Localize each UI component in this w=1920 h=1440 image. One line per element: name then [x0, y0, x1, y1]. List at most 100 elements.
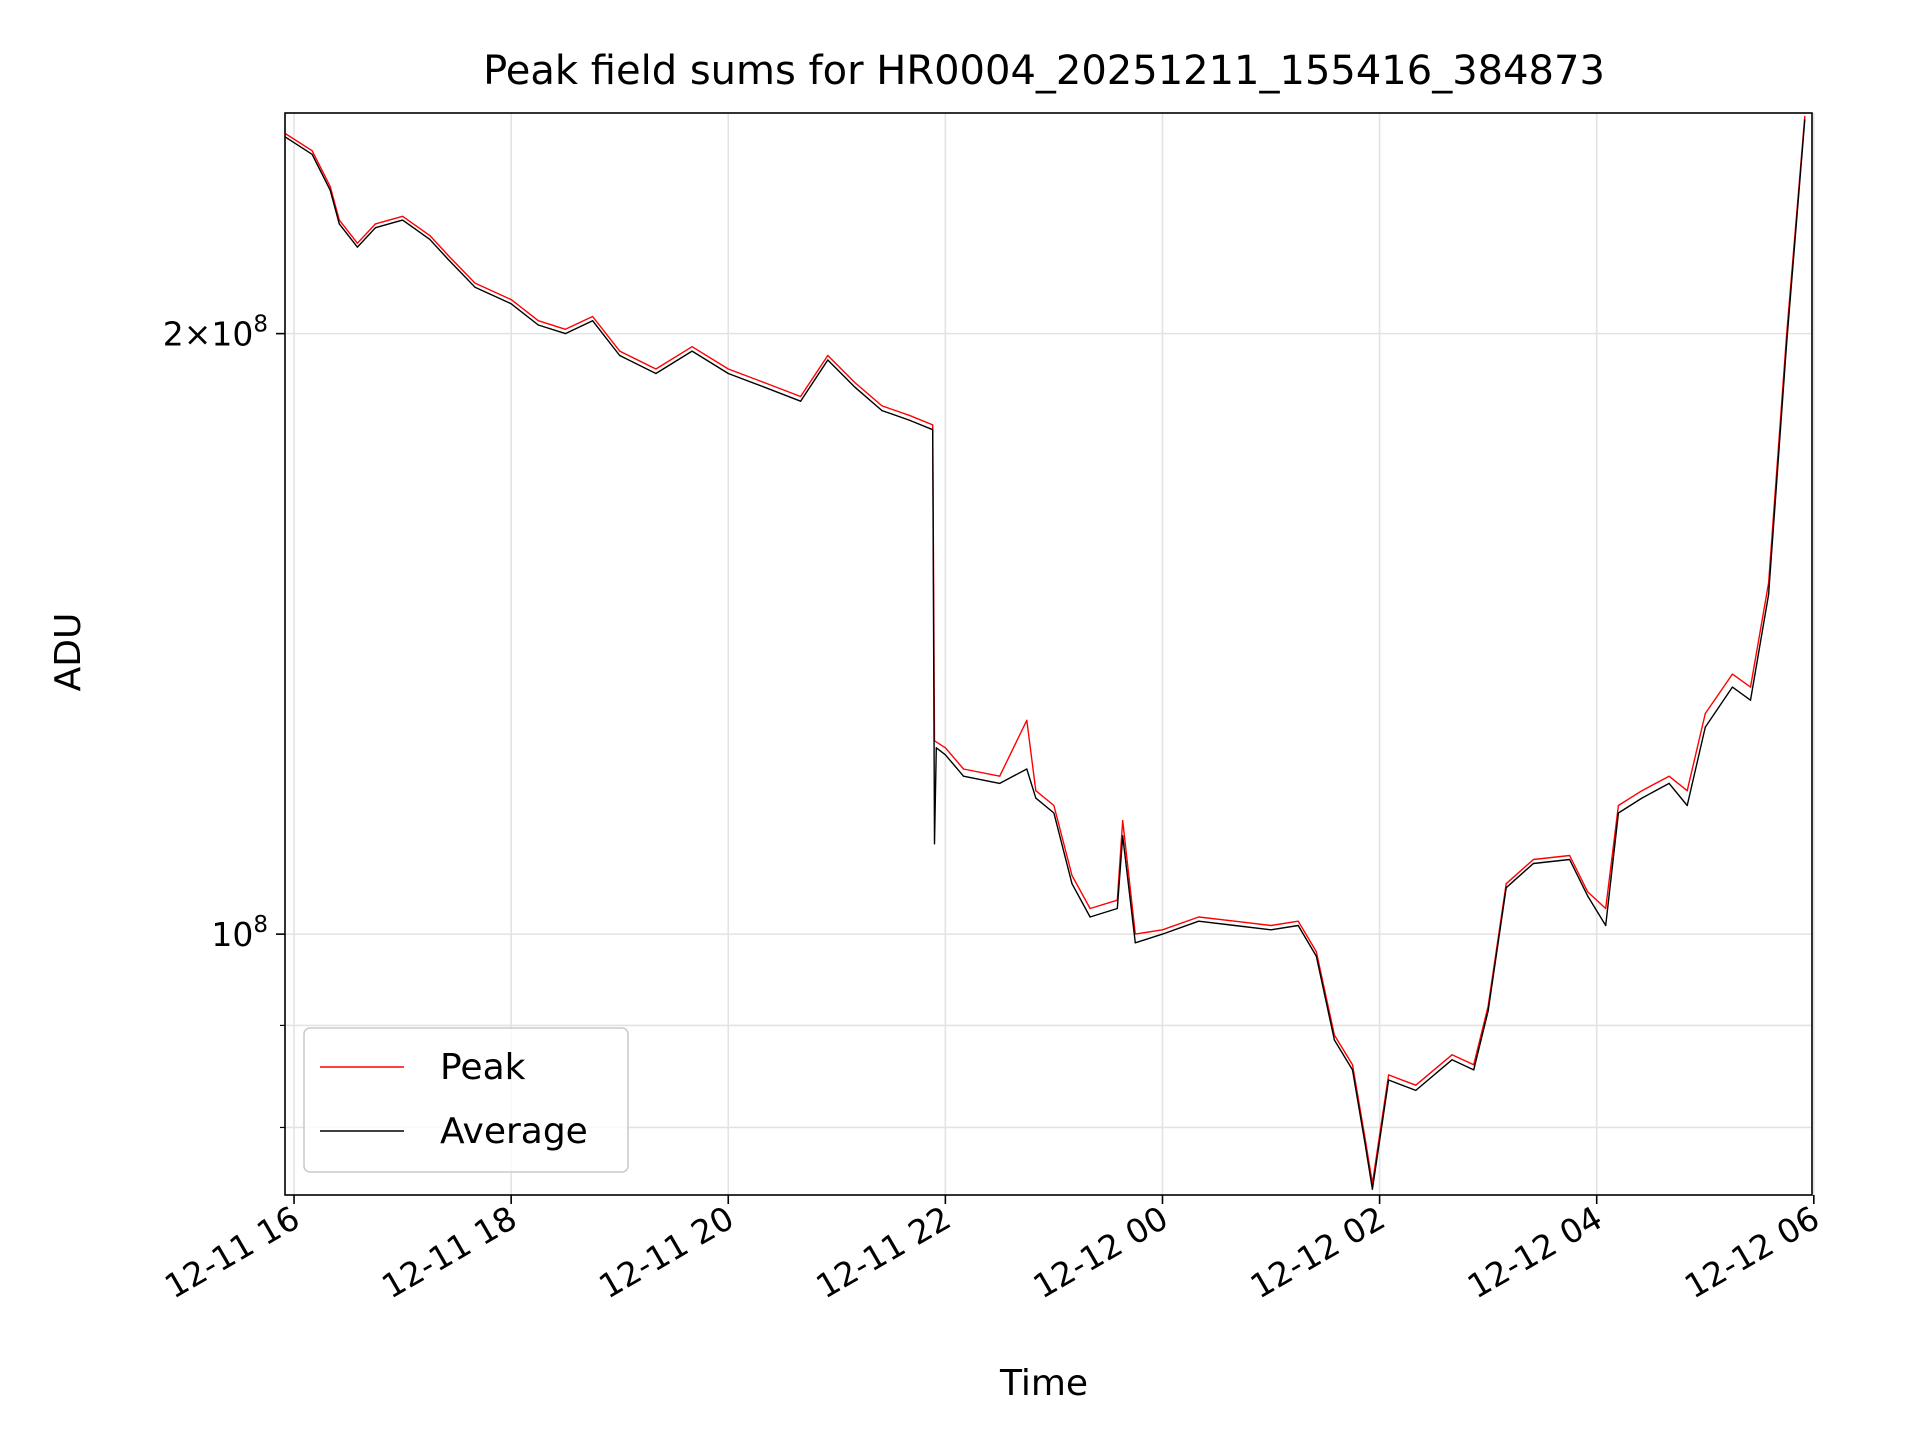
series-layer [285, 115, 1806, 1190]
data-point-average [1415, 1089, 1417, 1091]
data-point-peak [1161, 929, 1164, 931]
data-point-average [1315, 955, 1317, 957]
series-line-average [285, 119, 1806, 1190]
data-point-peak [1315, 951, 1317, 953]
data-point-average [1297, 924, 1299, 927]
legend-box [303, 1027, 629, 1173]
data-point-average [447, 258, 449, 260]
data-point-peak [1731, 673, 1733, 675]
data-point-average [1134, 942, 1136, 944]
x-axis-label: Time [999, 1363, 1088, 1404]
data-point-average [1768, 593, 1770, 596]
data-point-average [908, 419, 910, 421]
data-point-peak [655, 368, 657, 370]
data-point-average [474, 286, 476, 288]
data-point-peak [537, 320, 539, 322]
data-point-average [338, 223, 340, 225]
data-point-peak [1587, 891, 1589, 893]
data-point-peak [1071, 874, 1073, 877]
data-point-average [1388, 1079, 1390, 1081]
data-point-peak [691, 346, 693, 348]
data-point-peak [402, 215, 404, 217]
data-point-peak [1749, 686, 1752, 688]
data-point-peak [908, 414, 910, 416]
y-axis-label: ADU [48, 613, 89, 692]
data-point-average [402, 219, 404, 221]
data-point-average [1351, 1069, 1354, 1071]
data-point-peak [1451, 1054, 1453, 1056]
data-point-average [1364, 1143, 1366, 1145]
data-point-peak [854, 382, 856, 384]
data-point-peak [1351, 1064, 1354, 1066]
y-tick-label: 2×108 [163, 312, 268, 354]
data-point-average [592, 320, 594, 322]
data-point-average [1270, 929, 1272, 931]
data-point-peak [429, 234, 431, 236]
data-point-peak [1668, 775, 1670, 777]
data-point-peak [1804, 115, 1806, 117]
data-point-average [1161, 933, 1164, 935]
data-point-average [619, 354, 621, 357]
data-point-average [962, 775, 965, 777]
data-point-peak [1388, 1074, 1390, 1076]
data-point-average [429, 238, 431, 240]
data-point-average [1668, 782, 1670, 785]
data-point-average [1641, 797, 1643, 799]
data-point-average [311, 153, 313, 155]
data-point-peak [592, 315, 594, 318]
data-point-peak [1297, 920, 1299, 922]
data-point-peak [1234, 920, 1236, 922]
data-point-peak [619, 350, 621, 352]
data-point-average [935, 747, 937, 749]
data-point-average [1605, 924, 1607, 927]
data-point-average [1587, 895, 1589, 897]
data-point-peak [932, 424, 934, 426]
data-point-peak [311, 150, 313, 152]
data-point-peak [1617, 804, 1619, 807]
chart-title: Peak field sums for HR0004_20251211_1554… [483, 48, 1605, 94]
data-point-average [800, 400, 802, 402]
data-point-peak [962, 768, 965, 770]
data-point-peak [827, 354, 829, 357]
data-point-average [933, 843, 936, 845]
data-point-average [691, 350, 693, 352]
data-point-average [329, 189, 331, 191]
data-point-peak [1053, 804, 1055, 807]
data-point-average [944, 754, 947, 756]
data-point-average [1505, 887, 1507, 889]
data-point-average [1333, 1039, 1335, 1041]
legend-label-average: Average [440, 1111, 588, 1152]
data-point-peak [374, 223, 377, 225]
data-point-peak [800, 395, 802, 398]
data-point-average [655, 372, 657, 375]
data-point-average [510, 303, 512, 305]
data-point-average [727, 372, 729, 375]
data-point-peak [763, 382, 766, 384]
data-point-average [1749, 699, 1752, 701]
data-point-peak [1270, 924, 1272, 927]
data-point-average [1026, 768, 1028, 770]
data-point-average [1786, 341, 1788, 343]
data-point-average [1122, 835, 1124, 837]
data-point-average [1532, 862, 1534, 865]
legend: Peak Average [303, 1027, 629, 1173]
data-point-peak [1198, 916, 1200, 918]
data-point-average [1686, 804, 1688, 807]
data-point-average [932, 429, 934, 431]
data-point-average [1234, 924, 1236, 927]
data-point-average [1569, 858, 1571, 861]
data-point-average [999, 782, 1001, 785]
data-point-average [1053, 812, 1055, 814]
data-point-average [1451, 1059, 1453, 1061]
data-point-peak [1026, 719, 1028, 721]
data-point-average [1473, 1069, 1475, 1071]
data-point-average [356, 246, 358, 248]
data-point-average [1198, 920, 1200, 922]
data-point-average [1035, 797, 1037, 799]
data-point-average [1371, 1188, 1373, 1190]
data-point-peak [1605, 907, 1607, 910]
data-point-peak [1532, 858, 1534, 861]
data-point-peak [881, 405, 883, 407]
